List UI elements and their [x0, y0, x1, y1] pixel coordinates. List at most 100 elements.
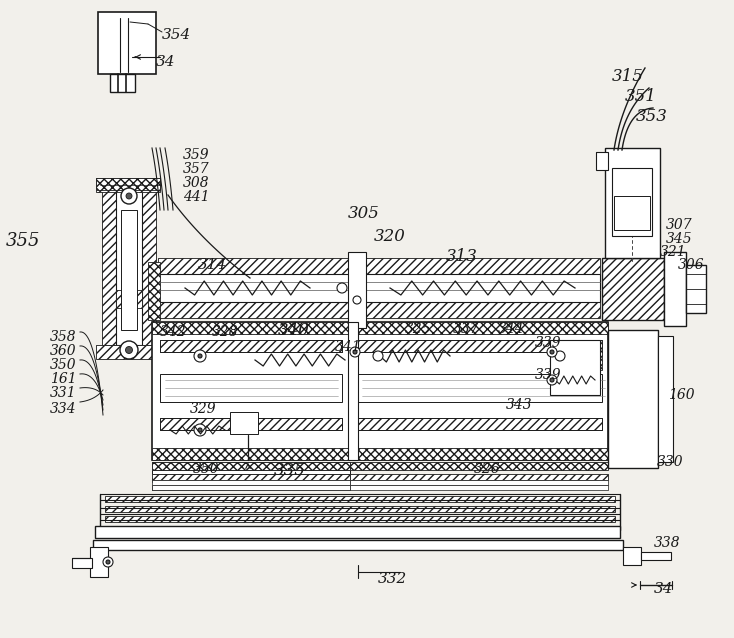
Text: 339: 339 [535, 336, 562, 350]
Text: 353: 353 [636, 108, 668, 125]
Bar [116, 190, 142, 345]
Bar [116, 290, 142, 308]
Circle shape [547, 347, 557, 357]
Bar [152, 462, 350, 467]
Bar [602, 258, 664, 320]
Bar [358, 418, 602, 430]
Bar [95, 541, 621, 549]
Text: 358: 358 [50, 330, 76, 344]
Bar [348, 322, 358, 460]
Text: 315: 315 [612, 68, 644, 85]
Text: 335: 335 [274, 462, 306, 479]
Bar [658, 336, 673, 462]
Text: 34: 34 [156, 55, 175, 69]
Circle shape [126, 193, 132, 199]
Bar [612, 168, 652, 236]
Bar [152, 485, 350, 490]
Bar [623, 547, 641, 565]
Bar [358, 340, 602, 352]
Circle shape [547, 375, 557, 385]
Bar [97, 528, 618, 536]
Bar [160, 418, 342, 430]
Bar [605, 148, 660, 162]
Bar [96, 345, 160, 359]
Circle shape [373, 351, 383, 361]
Text: 161: 161 [50, 372, 76, 386]
Bar [152, 322, 350, 334]
Text: 339: 339 [535, 368, 562, 382]
Bar [596, 152, 608, 170]
Bar [160, 340, 342, 352]
Bar [350, 322, 608, 334]
Bar [105, 506, 615, 512]
Text: 355: 355 [6, 232, 40, 250]
Bar [358, 418, 602, 430]
Bar [365, 258, 600, 274]
Bar [95, 526, 620, 538]
Bar [350, 462, 608, 470]
Bar [152, 480, 350, 485]
Bar [152, 322, 350, 460]
Bar [96, 178, 160, 190]
Bar [90, 547, 108, 577]
Text: 341: 341 [335, 340, 362, 354]
Bar [550, 340, 600, 395]
Text: 320: 320 [374, 228, 406, 245]
Circle shape [194, 424, 206, 436]
Bar [105, 496, 615, 502]
Text: 357: 357 [183, 162, 210, 176]
Text: 307: 307 [666, 218, 693, 232]
Text: 306: 306 [678, 258, 705, 272]
Text: 337: 337 [453, 322, 479, 336]
Bar [666, 254, 684, 324]
Bar [152, 478, 350, 482]
Bar [605, 244, 660, 258]
Bar [160, 340, 342, 352]
Bar [614, 170, 650, 192]
Text: 351: 351 [625, 88, 657, 105]
Bar [350, 474, 608, 480]
Text: 343: 343 [506, 398, 533, 412]
Bar [602, 258, 664, 320]
Circle shape [353, 296, 361, 304]
Text: 313: 313 [446, 248, 478, 265]
Bar [608, 454, 658, 468]
Bar [96, 178, 160, 192]
Bar [350, 318, 364, 328]
Text: 328: 328 [212, 325, 239, 339]
Bar [160, 374, 342, 402]
Bar [660, 338, 671, 460]
Bar [358, 340, 602, 352]
Text: 325: 325 [405, 322, 432, 336]
Bar [102, 190, 116, 345]
Bar [158, 302, 350, 318]
Text: 160: 160 [668, 388, 694, 402]
Text: 330: 330 [657, 455, 683, 469]
Bar [152, 470, 350, 474]
Bar [160, 418, 342, 430]
Bar [93, 540, 623, 550]
Text: 321: 321 [660, 245, 686, 259]
Bar [614, 196, 650, 230]
Bar [608, 330, 658, 344]
Circle shape [350, 347, 360, 357]
Bar [350, 448, 608, 460]
Text: 354: 354 [162, 28, 192, 42]
Text: 340: 340 [278, 322, 310, 339]
Circle shape [103, 557, 113, 567]
Bar [358, 374, 602, 402]
Circle shape [550, 350, 554, 354]
Text: 345: 345 [666, 232, 693, 246]
Circle shape [198, 428, 202, 432]
Circle shape [198, 354, 202, 358]
Bar [350, 485, 608, 490]
Circle shape [555, 351, 565, 361]
Circle shape [121, 188, 137, 204]
Bar [558, 340, 602, 370]
Circle shape [353, 350, 357, 354]
Bar [350, 322, 608, 460]
Text: 308: 308 [183, 176, 210, 190]
Bar [350, 480, 608, 485]
Bar [158, 258, 350, 274]
Text: 329: 329 [190, 402, 217, 416]
